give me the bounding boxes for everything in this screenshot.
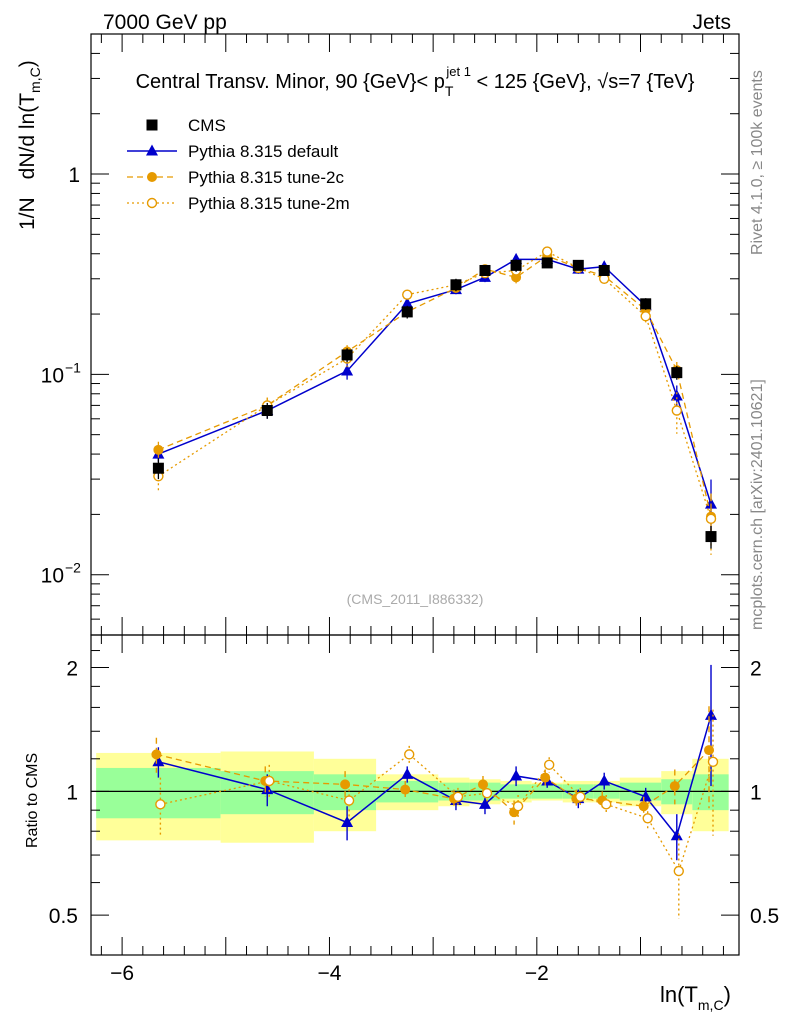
cms-marker (401, 306, 413, 318)
tune2m-marker (452, 791, 464, 802)
legend-item: Pythia 8.315 tune-2c (127, 168, 344, 187)
tune2m-marker (671, 405, 682, 416)
default-marker (639, 790, 652, 802)
legend-label: Pythia 8.315 default (188, 142, 339, 161)
cms-marker (541, 257, 553, 269)
legend-label: Pythia 8.315 tune-2c (188, 168, 344, 187)
legend: CMS Pythia 8.315 default Pythia 8.315 tune… (127, 116, 350, 213)
ratio-tick-label-right: 2 (750, 658, 762, 681)
y-tick-label: 10 (41, 364, 64, 387)
mcplots-label: mcplots.cern.ch [arXiv:2401.10621] (749, 379, 766, 630)
cms-marker (671, 367, 683, 379)
cms-marker (705, 531, 717, 543)
y-tick-label: 10 (41, 565, 64, 588)
tune2c-marker (340, 779, 351, 790)
default-marker (152, 755, 165, 767)
series-layer (151, 246, 719, 919)
legend-item: CMS (146, 116, 226, 135)
tune2c-marker (151, 749, 162, 760)
tune2m-marker (146, 197, 158, 209)
default-marker (401, 767, 414, 779)
series-cms (152, 257, 717, 549)
tune2m-marker (541, 246, 553, 257)
svg-text:1/NdN/d ln(Tm,C): 1/NdN/d ln(Tm,C) (16, 60, 43, 230)
plot-title: Central Transv. Minor, 90 {GeV}< pTjet 1… (136, 64, 695, 99)
tune2c-marker (540, 772, 551, 783)
tune2m-marker (705, 513, 717, 525)
tune2m-marker (512, 801, 524, 812)
tune2c-marker (477, 779, 488, 790)
tune2m-marker (343, 795, 355, 806)
cms-marker (261, 405, 273, 417)
y-tick-exponent: −1 (65, 359, 81, 375)
rivet-label: Rivet 4.1.0, ≥ 100k events (749, 70, 766, 255)
tune2c-marker (704, 745, 715, 756)
x-tick-label: −4 (317, 962, 341, 985)
default-marker (670, 829, 683, 841)
cms-marker (152, 462, 164, 474)
cms-marker (598, 264, 610, 276)
energy-label: 7000 GeV pp (103, 11, 227, 34)
cms-marker (341, 349, 353, 361)
tune2m-marker (640, 311, 651, 322)
tune2m-marker (575, 791, 586, 802)
default-marker (705, 708, 718, 720)
default-marker (341, 815, 354, 827)
cms-marker (510, 259, 522, 271)
tune2c-marker (638, 801, 649, 812)
tune2c-marker (669, 781, 680, 792)
tune2c-marker (147, 172, 157, 182)
y-tick-exponent: −2 (65, 560, 81, 576)
default-marker (478, 797, 491, 809)
tune2m-marker (543, 759, 555, 771)
legend-label: CMS (188, 116, 226, 135)
ratio-tick-label-left: 2 (66, 658, 78, 681)
tune2m-marker (404, 749, 415, 760)
analysis-id: (CMS_2011_I886332) (347, 591, 484, 607)
ratio-tick-label-right: 0.5 (750, 905, 779, 928)
tune2m-marker (481, 787, 493, 799)
tune2c-marker (153, 444, 164, 455)
series-line (158, 258, 712, 505)
tune2m-marker (601, 799, 612, 810)
legend-item: Pythia 8.315 tune-2m (127, 194, 350, 213)
ratio-tick-label-right: 1 (750, 781, 762, 804)
ratio-tick-label-left: 0.5 (49, 905, 78, 928)
series-pythia-8-315-tune-2c (151, 250, 717, 825)
tune2m-marker (155, 799, 166, 810)
tune2c-marker (400, 784, 411, 795)
tune2m-marker (642, 813, 653, 824)
tune2m-marker (402, 289, 413, 300)
ratio-tick-label-left: 1 (66, 781, 78, 804)
process-label: Jets (692, 11, 731, 34)
cms-marker (146, 119, 158, 131)
x-axis-label: ln(Tm,C) (660, 982, 731, 1013)
series-line (158, 250, 712, 520)
y-tick-label: 1 (68, 164, 80, 187)
default-marker (261, 783, 274, 795)
x-tick-label: −6 (110, 962, 134, 985)
tune2m-marker (264, 775, 275, 787)
default-marker (146, 144, 158, 156)
default-marker (670, 389, 683, 401)
y-axis-label: 1/NdN/d ln(Tm,C) (16, 60, 43, 230)
ratio-y-label: Ratio to CMS (24, 753, 41, 848)
default-marker (341, 364, 354, 376)
default-marker (598, 774, 611, 786)
legend-item: Pythia 8.315 default (127, 142, 339, 161)
ratio-frame (90, 634, 740, 956)
svg-text:ln(Tm,C): ln(Tm,C) (660, 982, 731, 1013)
default-marker (510, 769, 523, 781)
legend-label: Pythia 8.315 tune-2m (188, 194, 350, 213)
cms-marker (572, 259, 584, 271)
tune2m-marker (673, 865, 684, 877)
default-marker (401, 297, 414, 309)
tune2m-marker (707, 756, 719, 767)
cms-marker (450, 279, 462, 291)
cms-marker (479, 264, 491, 276)
cms-marker (640, 298, 652, 310)
x-tick-label: −2 (525, 962, 549, 985)
